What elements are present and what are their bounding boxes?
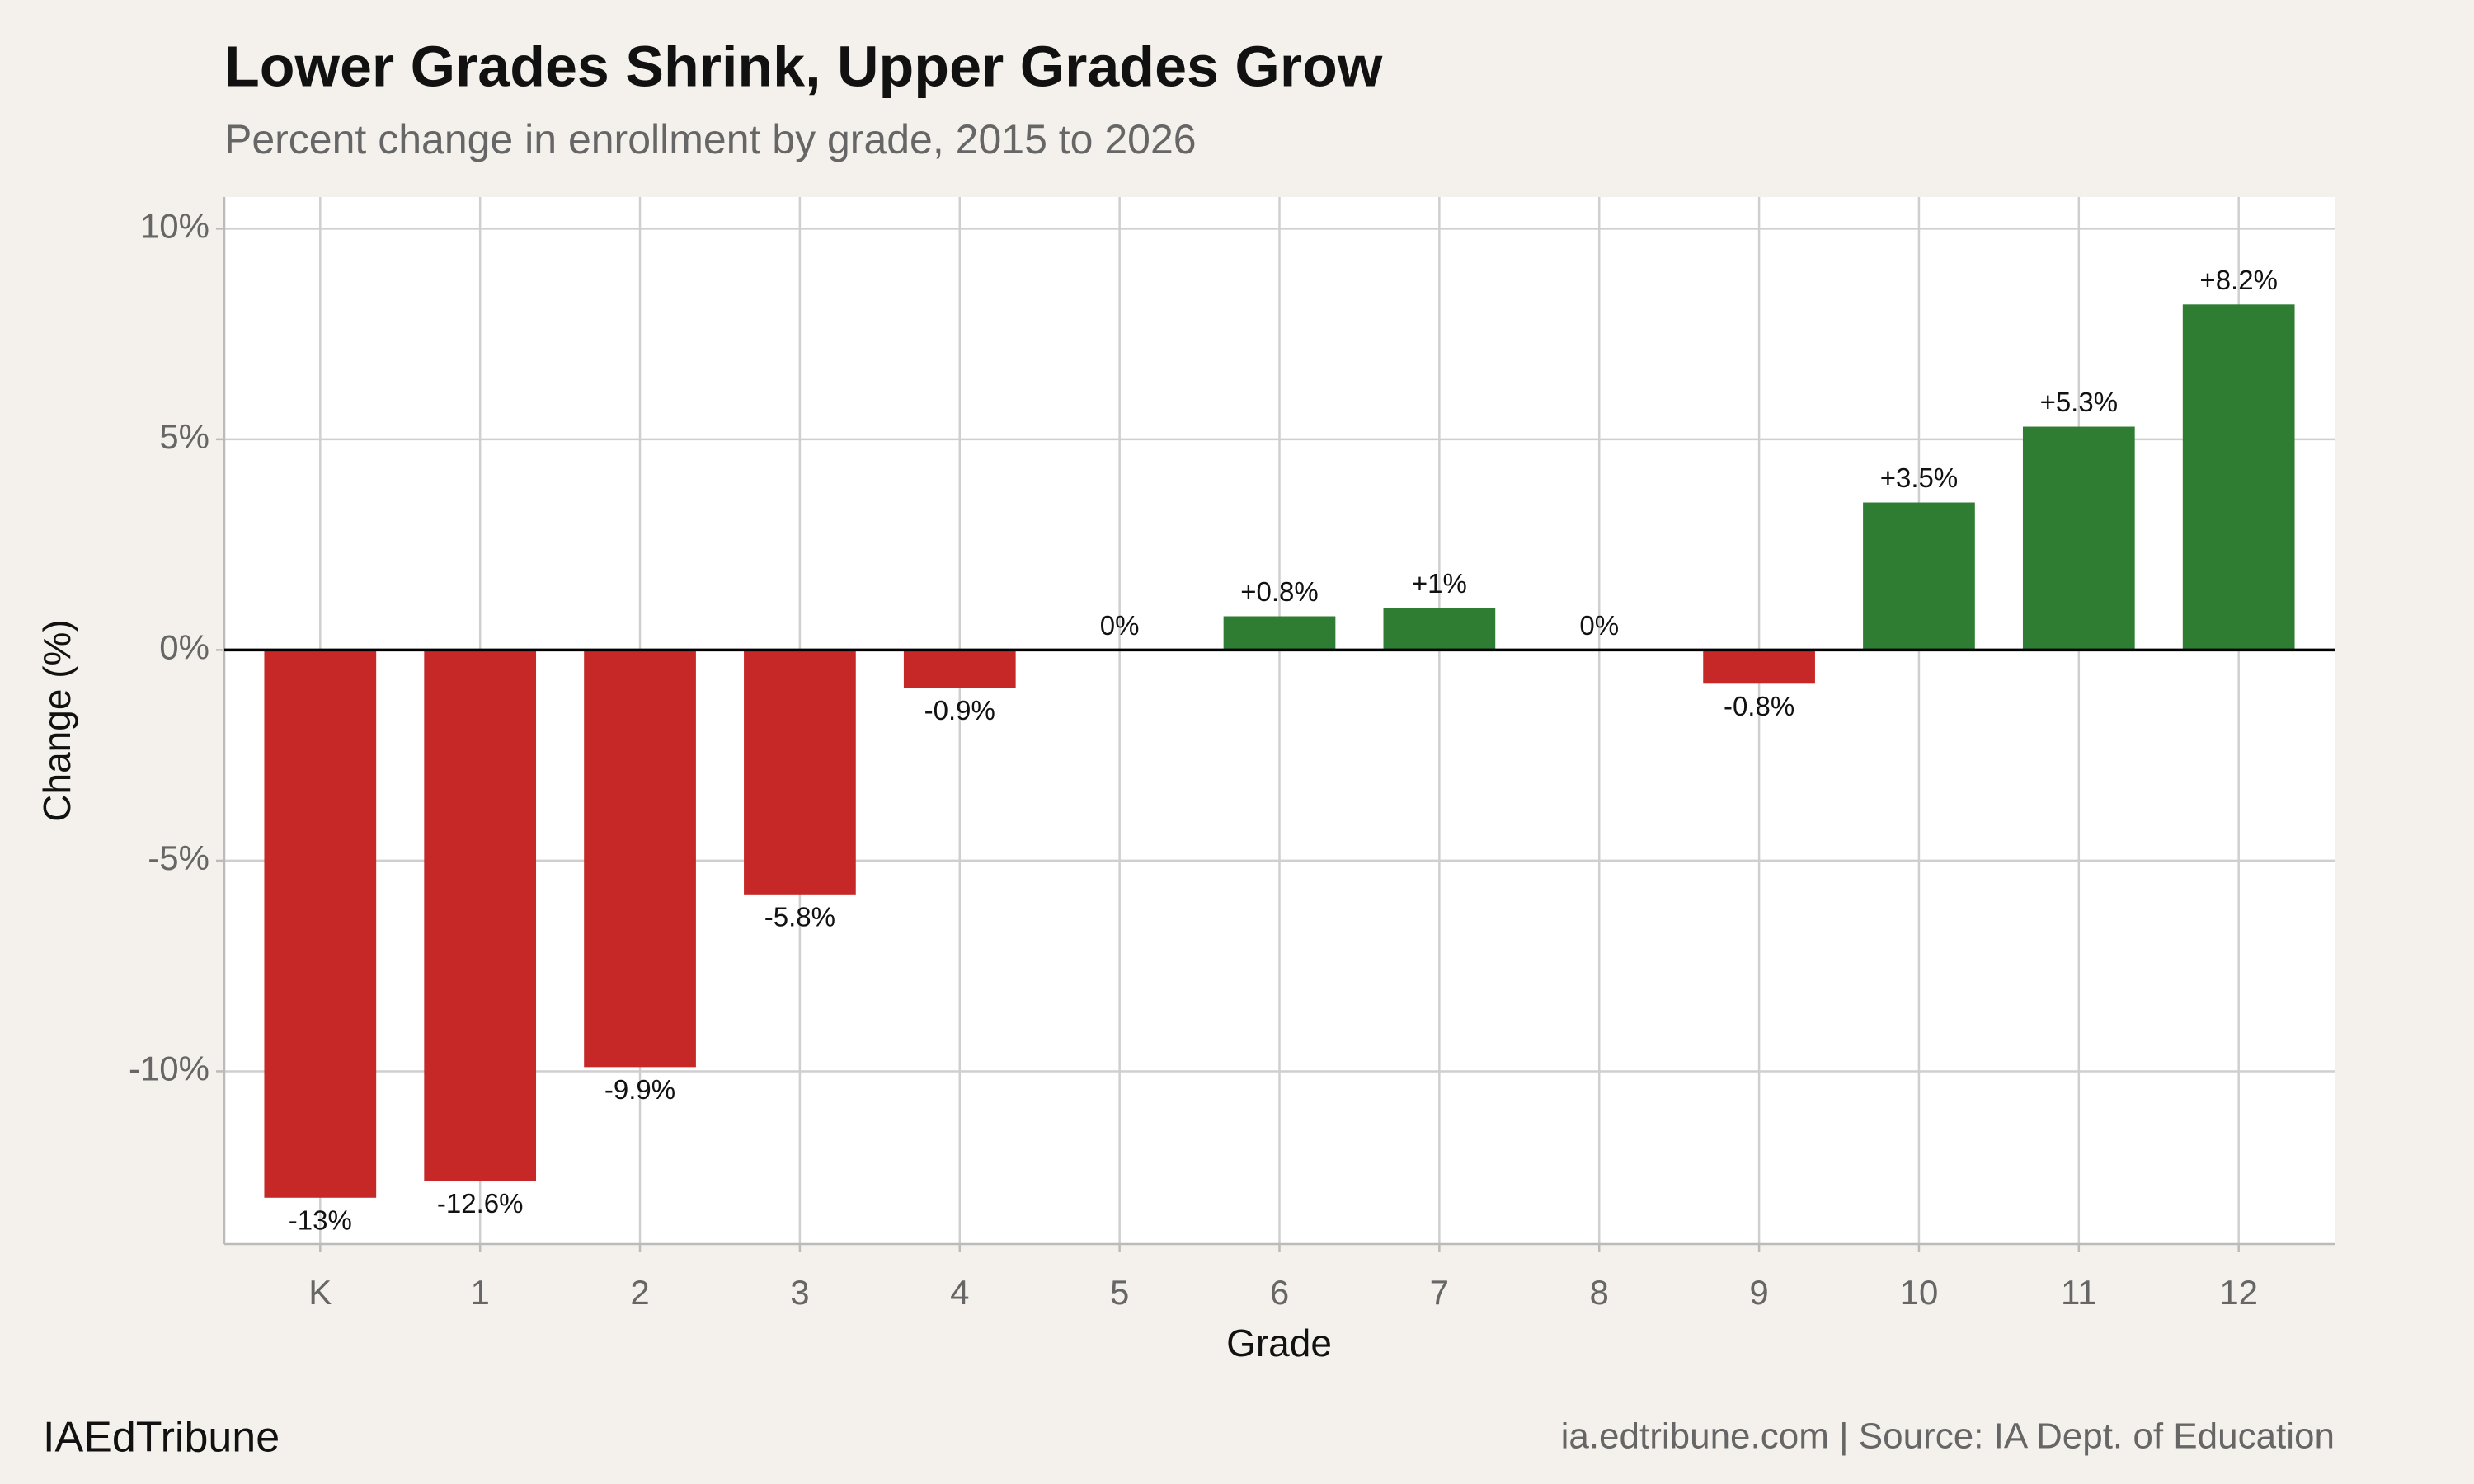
value-label: +8.2% [2199, 265, 2278, 295]
y-tick-label: 5% [159, 417, 209, 456]
bar [264, 650, 377, 1198]
bar [2182, 304, 2295, 650]
x-tick-label: 11 [2061, 1273, 2097, 1312]
x-tick-label: 2 [630, 1273, 649, 1312]
value-label: +5.3% [2040, 387, 2119, 417]
bar [1223, 616, 1336, 650]
bar [2022, 426, 2135, 650]
x-axis-label: Grade [1226, 1322, 1332, 1364]
x-tick-label: 4 [950, 1273, 969, 1312]
chart-title: Lower Grades Shrink, Upper Grades Grow [224, 34, 1383, 98]
x-tick-label: 1 [471, 1273, 490, 1312]
x-tick-label: 7 [1430, 1273, 1449, 1312]
y-tick-label: -10% [129, 1050, 209, 1088]
y-tick-label: -5% [148, 838, 209, 877]
x-tick-label: 9 [1749, 1273, 1768, 1312]
value-label: -12.6% [437, 1188, 524, 1219]
chart-subtitle: Percent change in enrollment by grade, 2… [224, 116, 1197, 162]
value-label: 0% [1100, 610, 1140, 641]
bar [744, 650, 856, 895]
value-label: -9.9% [604, 1074, 675, 1105]
value-label: -5.8% [764, 902, 835, 932]
plot: -10%-5%0%5%10%K 1 2 3 4 5 6 7 8 9 10 11 12-13%-12.6%… [129, 197, 2335, 1312]
value-label: -13% [289, 1205, 352, 1236]
y-axis-label: Change (%) [35, 619, 78, 821]
value-label: -0.9% [924, 695, 995, 726]
bar [584, 650, 696, 1068]
y-tick-label: 0% [159, 627, 209, 666]
x-tick-label: 10 [1900, 1273, 1939, 1312]
value-label: -0.8% [1724, 691, 1794, 721]
bar [1863, 502, 1975, 650]
x-tick-label: 5 [1110, 1273, 1129, 1312]
x-tick-label: 8 [1590, 1273, 1609, 1312]
y-tick-label: 10% [140, 206, 209, 245]
value-label: +1% [1412, 568, 1467, 599]
bar [1703, 650, 1815, 684]
x-tick-label: 12 [2219, 1273, 2258, 1312]
value-label: +0.8% [1240, 576, 1319, 607]
x-tick-label: 6 [1270, 1273, 1289, 1312]
x-tick-label: K [308, 1273, 332, 1312]
source: ia.edtribune.com | Source: IA Dept. of E… [1561, 1416, 2335, 1457]
value-label: 0% [1579, 610, 1619, 641]
value-label: +3.5% [1880, 463, 1959, 493]
bar [424, 650, 537, 1181]
bar [1383, 608, 1496, 650]
x-tick-label: 3 [790, 1273, 809, 1312]
bar [903, 650, 1016, 688]
brand: IAEdTribune [43, 1414, 280, 1462]
